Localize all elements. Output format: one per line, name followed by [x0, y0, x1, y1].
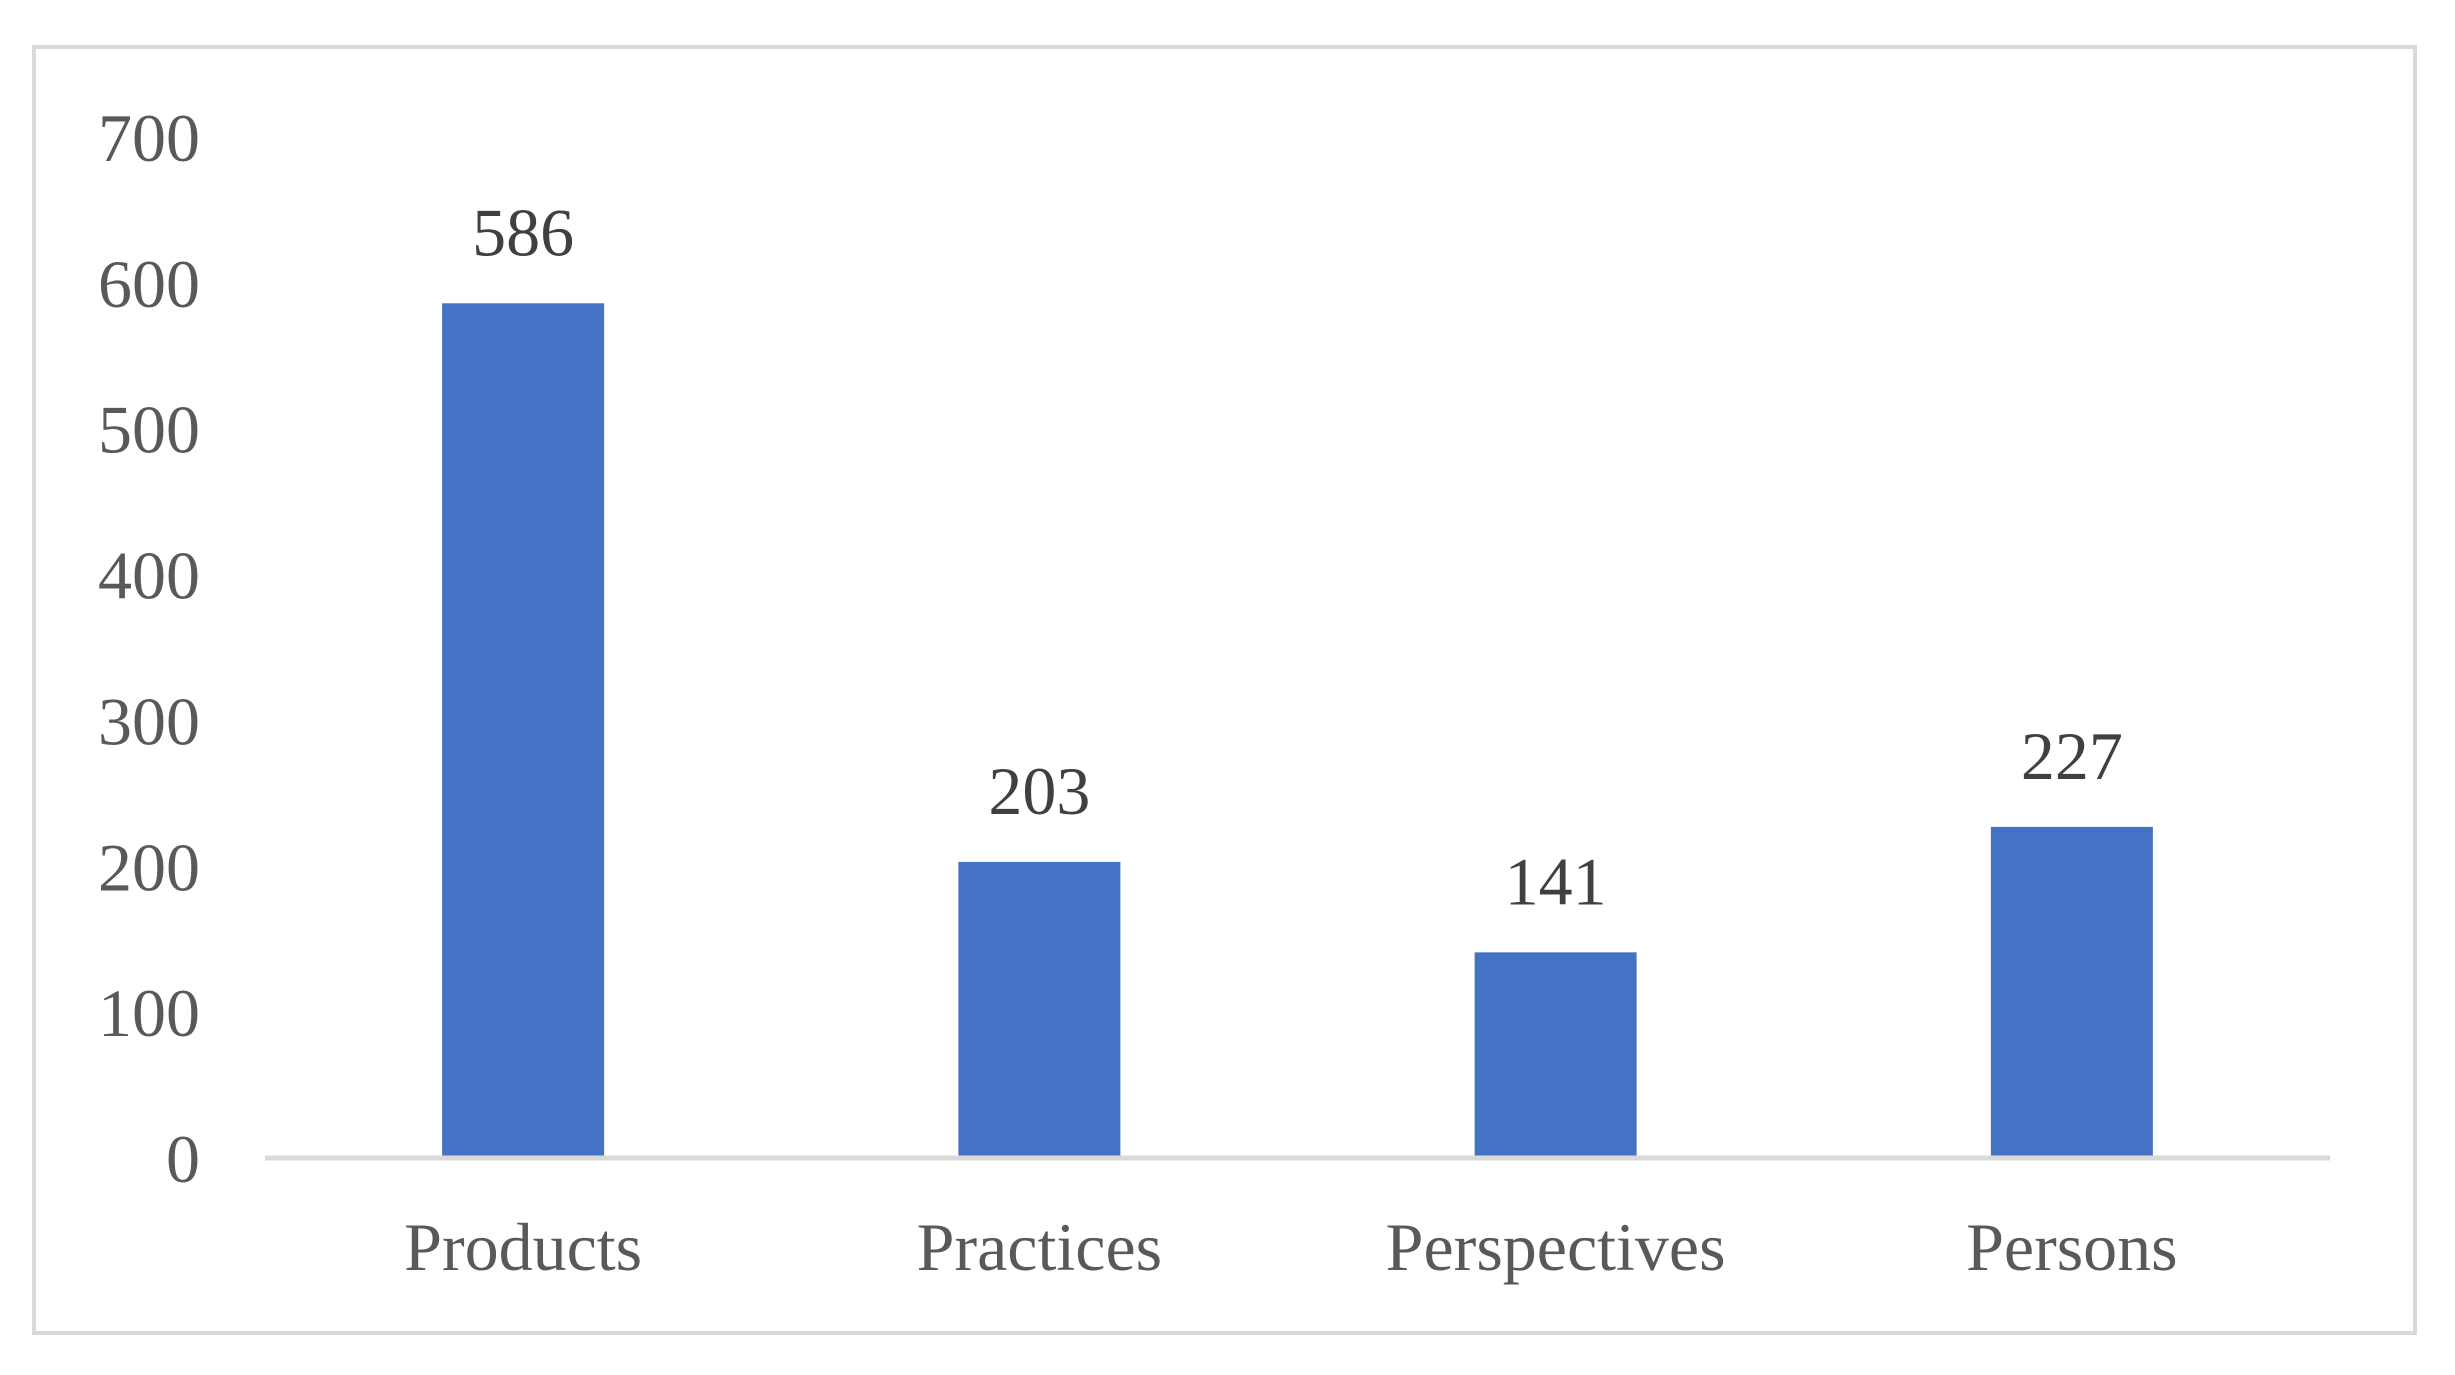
x-tick-label: Practices	[917, 1209, 1162, 1285]
y-tick-label: 200	[98, 829, 200, 905]
data-label: 141	[1505, 843, 1607, 919]
y-tick-label: 300	[98, 683, 200, 759]
bar	[958, 861, 1121, 1158]
data-label: 203	[988, 753, 1090, 829]
data-label: 586	[472, 194, 574, 270]
y-tick-label: 600	[98, 246, 200, 322]
bar	[1990, 826, 2153, 1158]
x-tick-label: Persons	[1966, 1209, 2178, 1285]
data-label: 227	[2021, 718, 2123, 794]
x-tick-label: Products	[404, 1209, 642, 1285]
y-tick-label: 0	[166, 1121, 200, 1197]
y-tick-label: 400	[98, 538, 200, 614]
bar	[442, 303, 605, 1159]
bar	[1474, 952, 1637, 1158]
y-tick-label: 700	[98, 100, 200, 176]
x-tick-label: Perspectives	[1386, 1209, 1726, 1285]
y-tick-label: 500	[98, 392, 200, 468]
y-tick-label: 100	[98, 975, 200, 1051]
